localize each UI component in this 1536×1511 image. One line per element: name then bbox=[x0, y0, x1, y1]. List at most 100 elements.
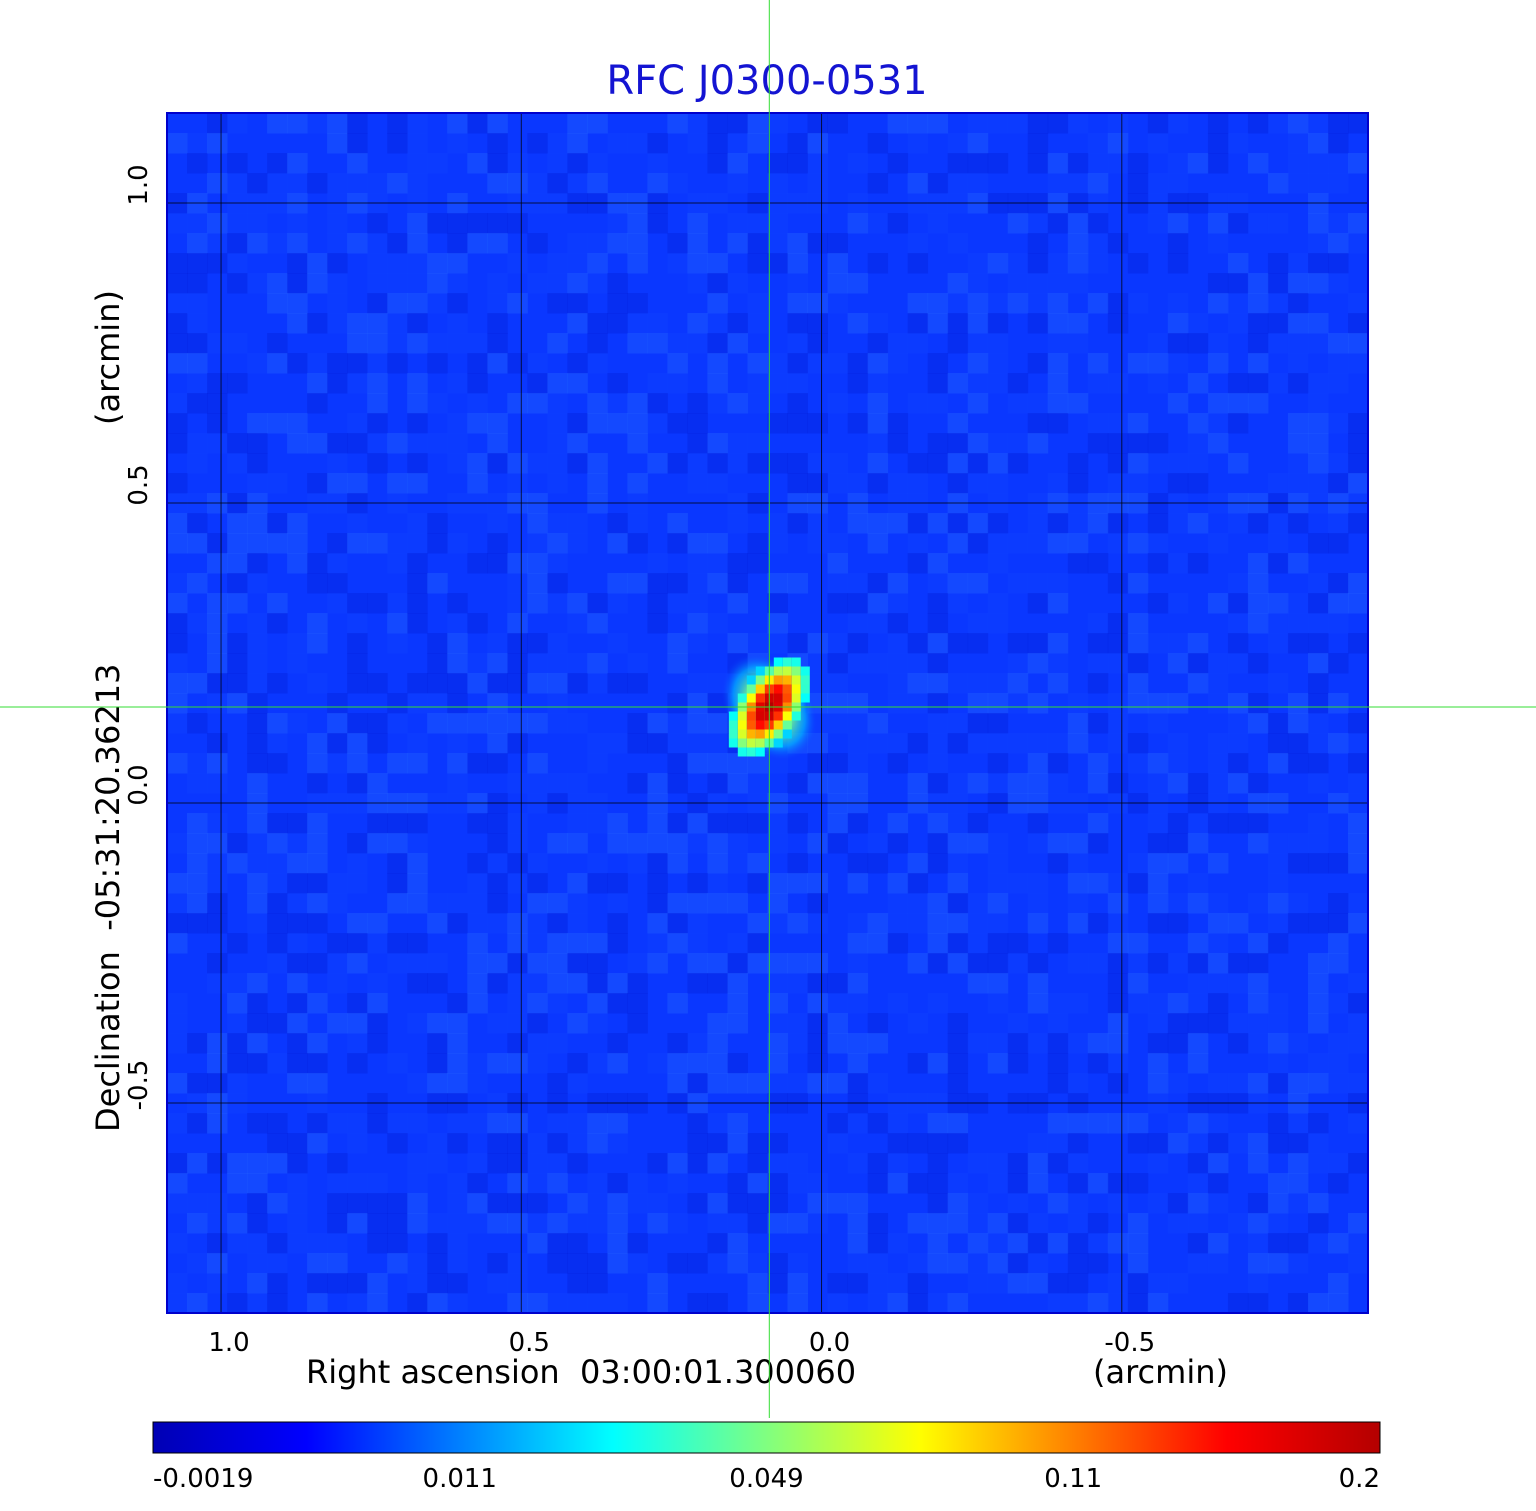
noise-cell bbox=[247, 773, 268, 794]
noise-cell bbox=[707, 253, 728, 274]
noise-cell bbox=[167, 693, 188, 714]
noise-cell bbox=[487, 733, 508, 754]
noise-cell bbox=[247, 993, 268, 1014]
noise-cell bbox=[727, 133, 748, 154]
source-pixel bbox=[800, 684, 810, 694]
noise-cell bbox=[627, 773, 648, 794]
noise-cell bbox=[1047, 533, 1069, 554]
noise-cell bbox=[987, 293, 1009, 314]
source-pixel bbox=[728, 738, 738, 748]
noise-cell bbox=[507, 1253, 528, 1274]
noise-cell bbox=[627, 973, 648, 994]
noise-cell bbox=[1308, 413, 1329, 434]
noise-cell bbox=[1007, 1173, 1029, 1194]
noise-cell bbox=[1007, 673, 1029, 694]
noise-cell bbox=[927, 753, 949, 774]
noise-cell bbox=[1247, 593, 1269, 614]
noise-cell bbox=[547, 333, 568, 354]
noise-cell bbox=[447, 1013, 468, 1034]
noise-cell bbox=[667, 933, 688, 954]
noise-cell bbox=[707, 853, 728, 874]
noise-cell bbox=[167, 933, 188, 954]
noise-cell bbox=[627, 333, 648, 354]
noise-cell bbox=[647, 953, 668, 974]
noise-cell bbox=[1267, 1213, 1289, 1234]
noise-cell bbox=[227, 1033, 248, 1054]
noise-cell bbox=[567, 513, 588, 534]
noise-cell bbox=[1107, 773, 1129, 794]
noise-cell bbox=[547, 513, 568, 534]
noise-cell bbox=[207, 333, 228, 354]
noise-cell bbox=[1227, 453, 1249, 474]
noise-cell bbox=[507, 1293, 528, 1314]
noise-cell bbox=[1027, 1133, 1049, 1154]
noise-cell bbox=[547, 393, 568, 414]
noise-cell bbox=[1107, 533, 1129, 554]
noise-cell bbox=[1067, 113, 1089, 134]
noise-cell bbox=[567, 1073, 588, 1094]
noise-cell bbox=[567, 1233, 588, 1254]
y-tick-label: 1.0 bbox=[124, 164, 154, 205]
noise-cell bbox=[1147, 753, 1169, 774]
noise-cell bbox=[887, 613, 909, 634]
noise-cell bbox=[1308, 1113, 1329, 1134]
noise-cell bbox=[387, 933, 408, 954]
noise-cell bbox=[887, 673, 909, 694]
noise-cell bbox=[1287, 613, 1309, 634]
noise-cell bbox=[1067, 153, 1089, 174]
noise-cell bbox=[787, 1293, 808, 1314]
noise-cell bbox=[647, 453, 668, 474]
noise-cell bbox=[967, 893, 989, 914]
noise-cell bbox=[187, 513, 208, 534]
noise-cell bbox=[567, 233, 588, 254]
noise-cell bbox=[787, 453, 808, 474]
noise-cell bbox=[607, 313, 628, 334]
noise-cell bbox=[167, 413, 188, 434]
noise-cell bbox=[1187, 1193, 1209, 1214]
x-tick-label: 0.5 bbox=[509, 1328, 550, 1358]
noise-cell bbox=[1187, 653, 1209, 674]
noise-cell bbox=[1287, 153, 1309, 174]
noise-cell bbox=[1207, 1173, 1229, 1194]
noise-cell bbox=[1107, 573, 1129, 594]
noise-cell bbox=[1308, 313, 1329, 334]
noise-cell bbox=[227, 113, 248, 134]
noise-cell bbox=[667, 753, 688, 774]
noise-cell bbox=[1328, 1293, 1349, 1314]
noise-cell bbox=[987, 1173, 1009, 1194]
noise-cell bbox=[1167, 173, 1189, 194]
noise-cell bbox=[567, 933, 588, 954]
noise-cell bbox=[847, 1233, 869, 1254]
noise-cell bbox=[747, 1273, 768, 1294]
noise-cell bbox=[747, 133, 768, 154]
noise-cell bbox=[367, 373, 388, 394]
noise-cell bbox=[1087, 173, 1109, 194]
source-pixel bbox=[737, 693, 747, 703]
noise-cell bbox=[287, 413, 308, 434]
noise-cell bbox=[527, 873, 548, 894]
noise-cell bbox=[167, 893, 188, 914]
noise-cell bbox=[847, 953, 869, 974]
noise-cell bbox=[707, 353, 728, 374]
noise-cell bbox=[1027, 833, 1049, 854]
noise-cell bbox=[1027, 353, 1049, 374]
noise-cell bbox=[1267, 1233, 1289, 1254]
noise-cell bbox=[187, 613, 208, 634]
noise-cell bbox=[847, 853, 869, 874]
noise-cell bbox=[687, 313, 708, 334]
noise-cell bbox=[1308, 1193, 1329, 1214]
noise-cell bbox=[647, 413, 668, 434]
noise-cell bbox=[847, 593, 869, 614]
noise-cell bbox=[167, 1033, 188, 1054]
noise-cell bbox=[1167, 513, 1189, 534]
noise-cell bbox=[1287, 1153, 1309, 1174]
noise-cell bbox=[447, 1033, 468, 1054]
noise-cell bbox=[207, 613, 228, 634]
noise-cell bbox=[1007, 633, 1029, 654]
noise-cell bbox=[687, 473, 708, 494]
noise-cell bbox=[1027, 313, 1049, 334]
noise-cell bbox=[647, 613, 668, 634]
noise-cell bbox=[1027, 953, 1049, 974]
noise-cell bbox=[207, 733, 228, 754]
noise-cell bbox=[667, 513, 688, 534]
